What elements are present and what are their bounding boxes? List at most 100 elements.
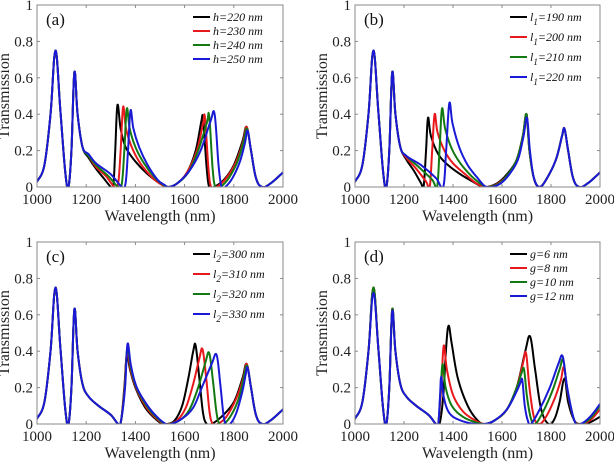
- legend-item: l1=220 nm: [510, 70, 582, 87]
- panel-a: 1000 1200 1400 1600 1800 2000 0 0.2 0.4 0.6 0.8 1 Wa…: [0, 0, 298, 225]
- panel-c: 1000 1200 1400 1600 1800 2000 0 0.2 0.4 0.6 0.8 1 Wa…: [0, 235, 298, 462]
- y-tick-label: 1: [344, 235, 352, 251]
- legend-label: g=12 nm: [530, 289, 574, 303]
- plot-area: [355, 5, 600, 187]
- x-tick-label: 1600: [170, 192, 200, 208]
- y-axis-title: Transmission: [314, 290, 331, 376]
- x-tick-label: 2000: [268, 429, 298, 445]
- y-tick-label: 0.4: [332, 344, 351, 360]
- x-tick-label: 1400: [120, 192, 150, 208]
- legend-item: h=250 nm: [193, 52, 263, 66]
- y-tick-label: 0.8: [14, 34, 33, 50]
- legend-label: h=250 nm: [213, 52, 263, 66]
- y-tick-label: 0.2: [14, 381, 33, 397]
- y-tick-label: 0.4: [332, 107, 351, 123]
- legend-item: l2=320 nm: [193, 287, 265, 304]
- y-tick-label: 0.2: [332, 144, 351, 160]
- series-group: [37, 49, 283, 187]
- axes-frame: [36, 241, 284, 425]
- legend: h=220 nmh=230 nmh=240 nmh=250 nm: [193, 10, 263, 66]
- x-axis-title: Wavelength (nm): [422, 208, 533, 225]
- legend-label: h=220 nm: [213, 10, 263, 24]
- legend-item: l1=200 nm: [510, 30, 582, 47]
- y-tick-label: 0: [26, 417, 34, 433]
- x-tick-label: 1400: [438, 429, 468, 445]
- panel-label: (c): [46, 247, 65, 266]
- axes-frame: [354, 241, 601, 425]
- y-tick-label: 0.2: [332, 381, 351, 397]
- legend-item: h=220 nm: [193, 10, 263, 24]
- series-line-a-4: [37, 49, 283, 187]
- legend-label: h=230 nm: [213, 24, 263, 38]
- x-tick-label: 2000: [268, 192, 298, 208]
- legend-item: l1=210 nm: [510, 50, 582, 67]
- legend-label: l2=300 nm: [213, 247, 265, 264]
- y-tick-label: 0.6: [14, 71, 33, 87]
- x-tick-label: 1000: [340, 192, 370, 208]
- y-tick-label: 1: [344, 0, 352, 14]
- legend-label: l2=330 nm: [213, 307, 265, 324]
- x-tick-label: 1200: [71, 192, 101, 208]
- series-line-b-4: [355, 49, 600, 187]
- legend-item: l2=330 nm: [193, 307, 265, 324]
- legend-label: l2=310 nm: [213, 267, 265, 284]
- y-tick-label: 0.4: [14, 344, 33, 360]
- plot-area: [355, 242, 600, 424]
- panel-label: (b): [364, 10, 384, 29]
- x-tick-label: 1800: [219, 192, 249, 208]
- axes-frame: [36, 4, 284, 188]
- x-tick-label: 1400: [120, 429, 150, 445]
- x-tick-label: 1400: [438, 192, 468, 208]
- series-line-d-4: [355, 291, 600, 424]
- legend: l2=300 nm l2=310 nm l2=320 nm l2=330 nm: [193, 247, 265, 324]
- x-tick-label: 1000: [340, 429, 370, 445]
- axes-frame: [354, 4, 601, 188]
- panel-b: 1000 1200 1400 1600 1800 2000 0 0.2 0.4 0.6 0.8 1 Wa…: [314, 0, 614, 225]
- legend-label: g=8 nm: [530, 261, 568, 275]
- y-tick-label: 1: [26, 235, 34, 251]
- y-tick-label: 0: [344, 180, 352, 196]
- y-tick-label: 0: [344, 417, 352, 433]
- legend-label: l1=210 nm: [530, 50, 582, 67]
- x-axis-title: Wavelength (nm): [104, 445, 215, 462]
- y-tick-label: 0.6: [14, 308, 33, 324]
- legend-item: l2=300 nm: [193, 247, 265, 264]
- series-group: [355, 286, 600, 424]
- x-tick-label: 1800: [536, 429, 566, 445]
- legend-label: g=10 nm: [530, 275, 574, 289]
- y-tick-label: 0.6: [332, 308, 351, 324]
- x-tick-label: 2000: [585, 192, 614, 208]
- legend-item: g=10 nm: [510, 275, 574, 289]
- x-tick-label: 1200: [389, 429, 419, 445]
- legend-item: g=6 nm: [510, 247, 568, 261]
- panel-label: (a): [46, 10, 65, 29]
- y-tick-label: 0.8: [14, 271, 33, 287]
- series-group: [37, 286, 283, 424]
- x-tick-label: 1000: [22, 192, 52, 208]
- legend-label: g=6 nm: [530, 247, 568, 261]
- series-group: [355, 49, 600, 187]
- x-axis-title: Wavelength (nm): [104, 208, 215, 225]
- legend-label: l1=190 nm: [530, 10, 582, 27]
- y-tick-label: 0.8: [332, 34, 351, 50]
- x-tick-label: 1800: [536, 192, 566, 208]
- legend-item: g=12 nm: [510, 289, 574, 303]
- y-tick-label: 0.4: [14, 107, 33, 123]
- legend-item: h=230 nm: [193, 24, 263, 38]
- x-tick-label: 1800: [219, 429, 249, 445]
- legend-item: l1=190 nm: [510, 10, 582, 27]
- legend: l1=190 nm l1=200 nm l1=210 nm l1=220 nm: [510, 10, 582, 87]
- legend-item: g=8 nm: [510, 261, 568, 275]
- y-tick-label: 1: [26, 0, 34, 14]
- x-tick-label: 1200: [389, 192, 419, 208]
- y-axis-title: Transmission: [0, 290, 13, 376]
- y-axis-title: Transmission: [0, 53, 13, 139]
- x-tick-label: 1600: [487, 192, 517, 208]
- y-tick-label: 0.8: [332, 271, 351, 287]
- legend-label: l1=220 nm: [530, 70, 582, 87]
- y-axis-title: Transmission: [314, 53, 331, 139]
- y-tick-label: 0.2: [14, 144, 33, 160]
- panel-d: 1000 1200 1400 1600 1800 2000 0 0.2 0.4 0.6 0.8 1 Wa…: [314, 235, 614, 462]
- x-axis-title: Wavelength (nm): [422, 445, 533, 462]
- legend-item: l2=310 nm: [193, 267, 265, 284]
